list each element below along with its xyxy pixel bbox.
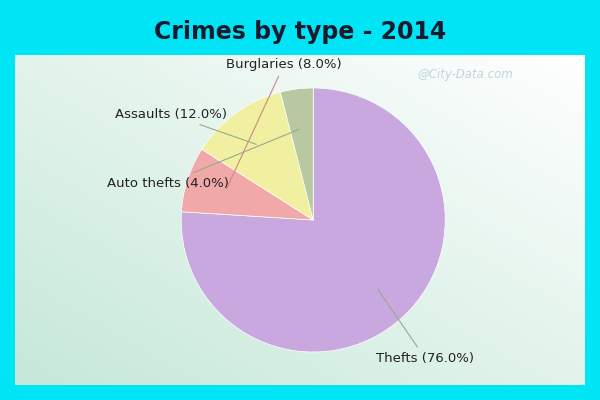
Text: Burglaries (8.0%): Burglaries (8.0%) xyxy=(226,58,342,189)
Wedge shape xyxy=(181,149,313,220)
Text: Thefts (76.0%): Thefts (76.0%) xyxy=(376,290,475,365)
Text: Auto thefts (4.0%): Auto thefts (4.0%) xyxy=(107,129,299,190)
Text: @City-Data.com: @City-Data.com xyxy=(417,68,513,81)
Wedge shape xyxy=(280,88,313,220)
Text: Crimes by type - 2014: Crimes by type - 2014 xyxy=(154,20,446,44)
Wedge shape xyxy=(181,88,445,352)
Text: Assaults (12.0%): Assaults (12.0%) xyxy=(115,108,256,144)
Wedge shape xyxy=(202,92,313,220)
